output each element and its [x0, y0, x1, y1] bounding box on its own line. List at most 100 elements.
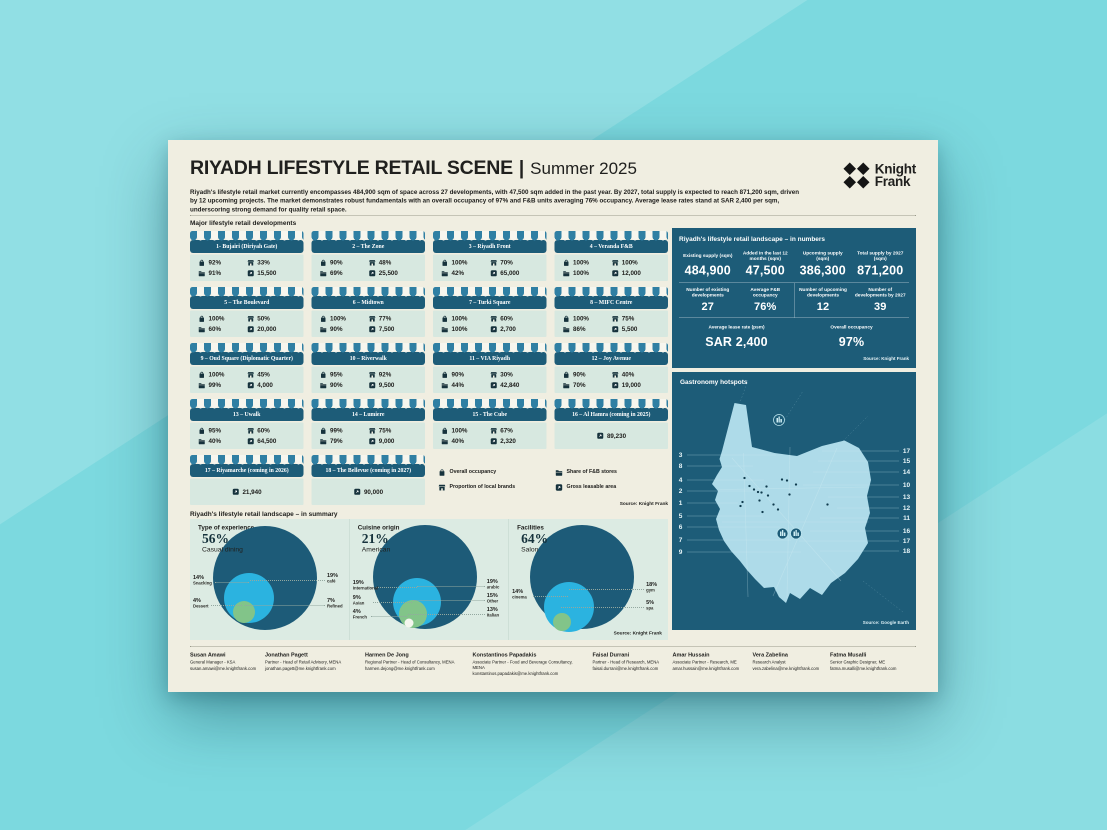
stat-value: 76%	[754, 300, 777, 313]
metric-value: 100%	[451, 315, 468, 322]
metric-value: 20,000	[257, 325, 277, 333]
area-icon	[490, 325, 498, 333]
metric-value: 9,500	[378, 381, 395, 389]
bag-icon	[198, 371, 206, 379]
bubble-green	[233, 601, 255, 623]
chart-item-label: 19% arabic	[486, 578, 500, 590]
area-icon	[490, 437, 498, 445]
awning-decoration	[311, 399, 425, 409]
metric-gla: 21,940	[232, 488, 262, 496]
development-card: 12 – Joy Avenue 90% 40% 70% 19,000	[554, 343, 668, 393]
metric-occupancy: 100%	[198, 371, 247, 379]
development-name: 13 – Uwalk	[190, 408, 304, 421]
map-number-label: 4	[679, 477, 683, 484]
chart-item-label: 15% Other	[486, 592, 499, 604]
metric-value: 86%	[573, 325, 586, 333]
chart-main-label: American	[361, 545, 391, 553]
metric-value: 100%	[451, 259, 468, 266]
metric-value: 89,230	[606, 432, 627, 440]
knight-frank-logo: Knight Frank	[843, 162, 916, 189]
legend-label: Share of F&B stores	[566, 468, 617, 475]
metric-gla: 2,700	[490, 325, 539, 333]
metric-gla: 64,500	[247, 437, 296, 445]
awning-decoration	[311, 287, 425, 297]
chart-item-label: 7% Refined	[327, 597, 343, 609]
awning-decoration	[190, 399, 304, 409]
contact-role: Associate Partner - Food and Beverage Co…	[472, 659, 573, 670]
stat-value: SAR 2,400	[705, 335, 768, 349]
contact-card: Faisal Durrani Partner - Head of Researc…	[593, 652, 673, 676]
metric-local_brands: 75%	[611, 315, 660, 323]
development-card: 15 - The Cube 100% 67% 40% 2,320	[433, 399, 547, 449]
map-number-label: 7	[679, 537, 683, 544]
metric-value: 40%	[621, 371, 635, 378]
contact-card: Vera Zabelina Research Analyst vera.zabe…	[753, 652, 831, 676]
metric-value: 77%	[378, 315, 392, 322]
map-number-label: 1	[679, 500, 683, 507]
development-card: 8 – MIFC Centre 100% 75% 86% 5,500	[554, 287, 668, 337]
metric-value: 2,320	[500, 437, 516, 445]
map-title: Gastronomy hotspots	[680, 378, 748, 386]
metric-value: 30%	[500, 371, 513, 378]
metric-value: 42%	[451, 269, 465, 277]
development-name: 3 – Riyadh Front	[433, 240, 547, 253]
storefront-icon	[368, 371, 376, 379]
section-title-developments: Major lifestyle retail developments	[190, 219, 297, 227]
metric-value: 60%	[257, 427, 270, 434]
bag-icon	[563, 315, 571, 323]
folder-icon	[320, 325, 328, 333]
metric-gla: 9,000	[368, 437, 417, 445]
awning-decoration	[433, 343, 547, 353]
area-icon	[611, 381, 619, 389]
metric-value: 90,000	[363, 488, 384, 496]
bubble-chart: Cuisine origin 19% International 9% Asia…	[349, 519, 508, 640]
metric-occupancy: 90%	[441, 371, 490, 379]
bag-icon	[563, 371, 571, 379]
metric-value: 45%	[257, 371, 270, 378]
metric-value: 95%	[208, 427, 222, 434]
chart-item-label: 19% International	[352, 579, 379, 591]
stat-label: Added in the last 12 months (sqm)	[742, 250, 788, 262]
map-number-label: 9	[679, 549, 683, 556]
stat-label: Number of existing developments	[686, 286, 730, 298]
metric-value: 50%	[257, 315, 270, 322]
title-separator: |	[518, 157, 525, 179]
metric-fnb_share: 42%	[441, 269, 490, 277]
awning-decoration	[554, 287, 668, 297]
bag-icon	[441, 371, 449, 379]
chart-item-label: 4% Dessert	[193, 597, 209, 609]
development-cards-grid: 1- Bujairi (Diriyah Gate) 92% 33% 91% 15…	[190, 231, 668, 505]
metric-local_brands: 67%	[490, 427, 539, 435]
bubble-chart: Type of experience 14% Snacking 4% Desse…	[190, 519, 349, 640]
area-icon	[368, 437, 376, 445]
storefront-icon	[368, 427, 376, 435]
city-silhouette	[712, 403, 871, 603]
metric-fnb_share: 100%	[441, 325, 490, 333]
metric-fnb_share: 91%	[198, 269, 247, 277]
area-icon	[353, 488, 361, 496]
intro-paragraph: Riyadh's lifestyle retail market current…	[190, 188, 800, 213]
metric-value: 90%	[330, 381, 343, 389]
development-card: 1- Bujairi (Diriyah Gate) 92% 33% 91% 15…	[190, 231, 304, 281]
stat-value: 39	[873, 300, 887, 313]
folder-icon	[563, 381, 571, 389]
contact-card: Fatma Musalli Senior Graphic Designer, M…	[830, 652, 916, 676]
section-title-summary: Riyadh's lifestyle retail landscape – in…	[190, 510, 338, 518]
awning-decoration	[554, 399, 668, 409]
metric-value: 91%	[208, 269, 222, 277]
chart-leader-line	[250, 580, 325, 581]
title-text: RIYADH LIFESTYLE RETAIL SCENE	[190, 157, 513, 179]
bag-icon	[198, 315, 206, 323]
awning-decoration	[311, 343, 425, 353]
bag-icon	[441, 315, 449, 323]
metric-value: 44%	[451, 381, 465, 389]
metric-value: 100%	[573, 269, 589, 277]
bag-icon	[441, 427, 449, 435]
stat-cell: Existing supply (sqm) 484,900	[679, 247, 737, 283]
metric-fnb_share: 90%	[320, 325, 369, 333]
development-card: 17 – Riyamarche (coming in 2026) 21,940	[190, 455, 304, 505]
stat-label: Average lease rate (psm)	[708, 324, 765, 331]
metric-value: 65,000	[500, 269, 520, 277]
stat-cell: Number of existing developments 27	[679, 283, 737, 318]
development-card: 3 – Riyadh Front 100% 70% 42% 65,000	[433, 231, 547, 281]
